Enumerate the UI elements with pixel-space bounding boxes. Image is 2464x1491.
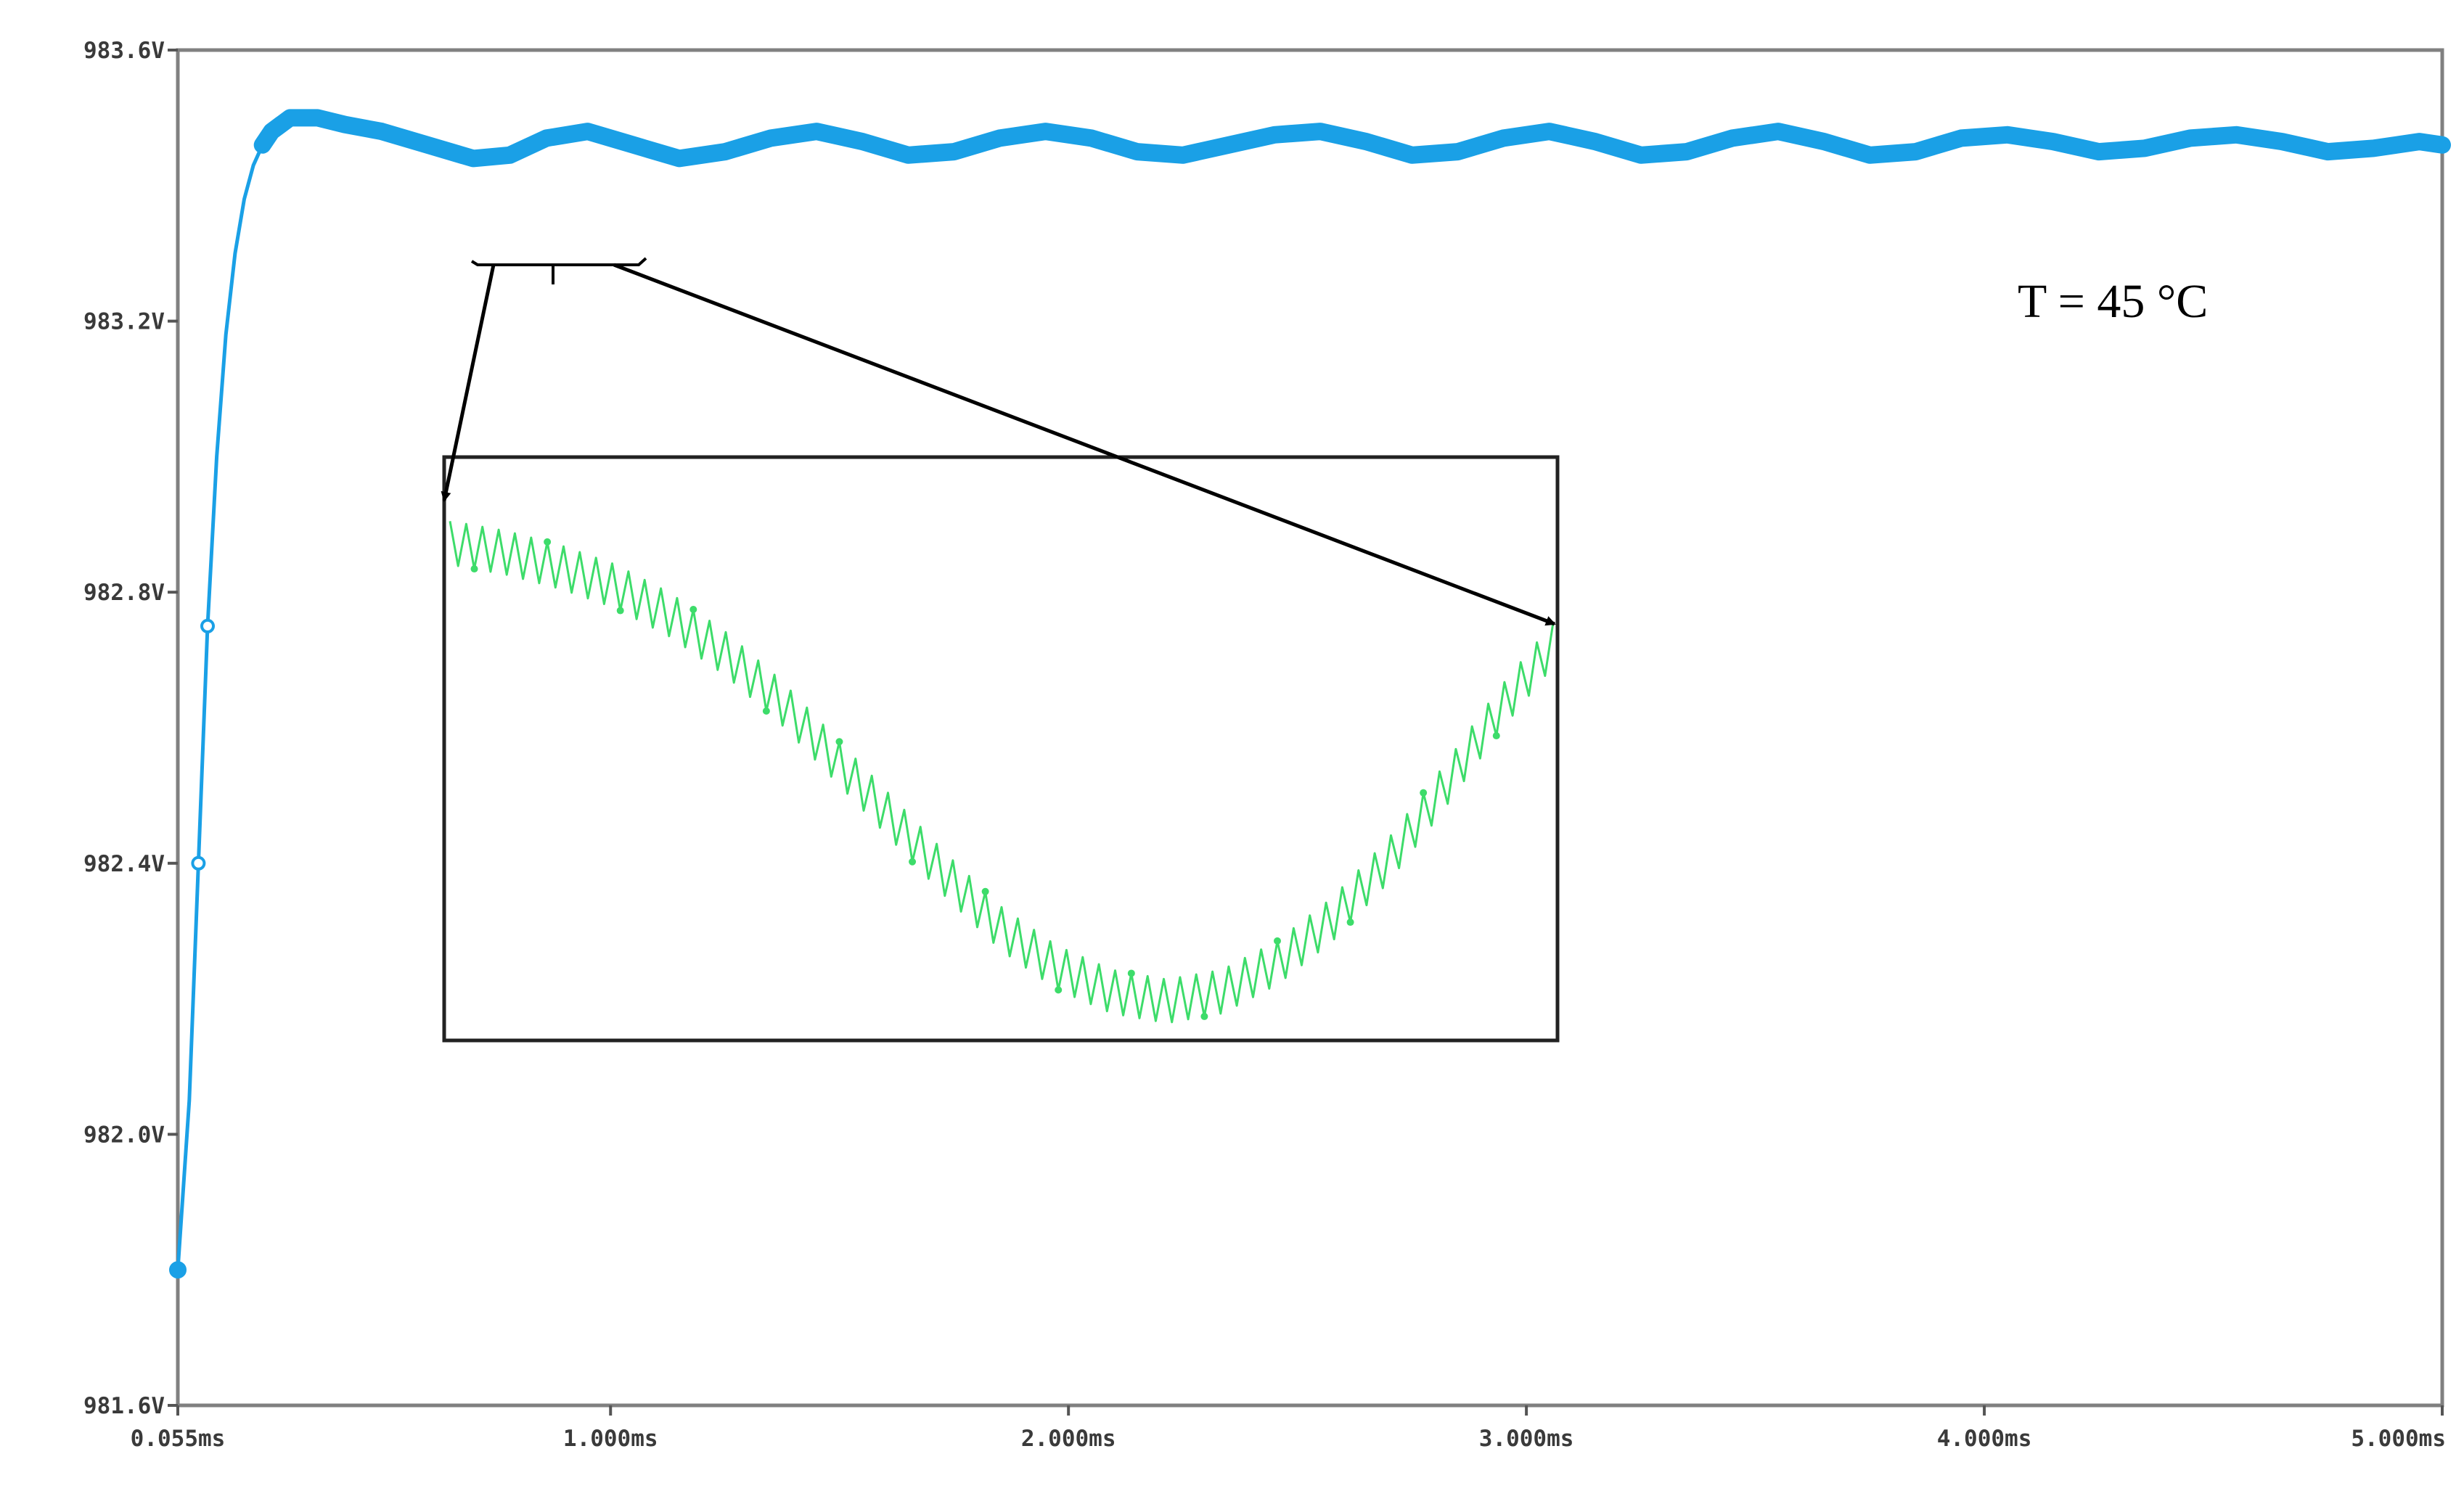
inset-marker (544, 538, 552, 546)
inset-marker (762, 707, 770, 715)
inset-marker (1492, 732, 1500, 740)
voltage-rise-line (176, 143, 265, 1272)
y-tick-label: 981.6V (83, 1393, 165, 1419)
y-tick-label: 982.4V (83, 851, 165, 877)
inset-marker (1346, 919, 1354, 927)
x-tick-label: 0.055ms (131, 1426, 226, 1452)
y-tick-label: 982.0V (83, 1122, 165, 1148)
inset-marker (1055, 986, 1063, 994)
series-marker (200, 618, 216, 633)
voltage-series-line (253, 109, 2451, 168)
series-marker (169, 1261, 187, 1279)
zoom-arrow-right (613, 263, 1556, 626)
inset-marker (1274, 937, 1281, 945)
x-tick-label: 5.000ms (2351, 1426, 2446, 1452)
inset-marker (909, 858, 917, 866)
x-tick-label: 4.000ms (1937, 1426, 2032, 1452)
x-tick-label: 3.000ms (1479, 1426, 1574, 1452)
inset-marker (1200, 1012, 1208, 1020)
y-tick-label: 983.6V (83, 38, 165, 64)
inset-marker (981, 887, 989, 895)
y-tick-label: 983.2V (83, 309, 165, 335)
inset-marker (689, 605, 697, 613)
zoom-bracket (470, 257, 647, 284)
y-axis: 983.6V 983.2V 982.8V 982.4V 982.0V 981.6V (83, 38, 178, 1419)
x-tick-label: 1.000ms (563, 1426, 658, 1452)
series-markers (169, 618, 216, 1279)
inset-marker (616, 607, 624, 615)
x-axis: 0.055ms 1.000ms 2.000ms 3.000ms 4.000ms 5.000… (131, 1405, 2446, 1452)
inset-frame (442, 455, 1560, 1043)
inset-markers (470, 538, 1500, 1020)
y-tick-label: 982.8V (83, 580, 165, 606)
x-tick-label: 2.000ms (1021, 1426, 1116, 1452)
series-marker (191, 855, 206, 871)
inset-marker (1420, 789, 1428, 797)
inset-marker (470, 565, 478, 573)
zoom-arrow-left (441, 264, 496, 502)
inset-marker (1127, 969, 1135, 977)
inset-zoomed-waveform (449, 521, 1555, 1024)
temperature-annotation: T = 45 °C (2018, 275, 2208, 328)
inset-marker (835, 738, 843, 746)
